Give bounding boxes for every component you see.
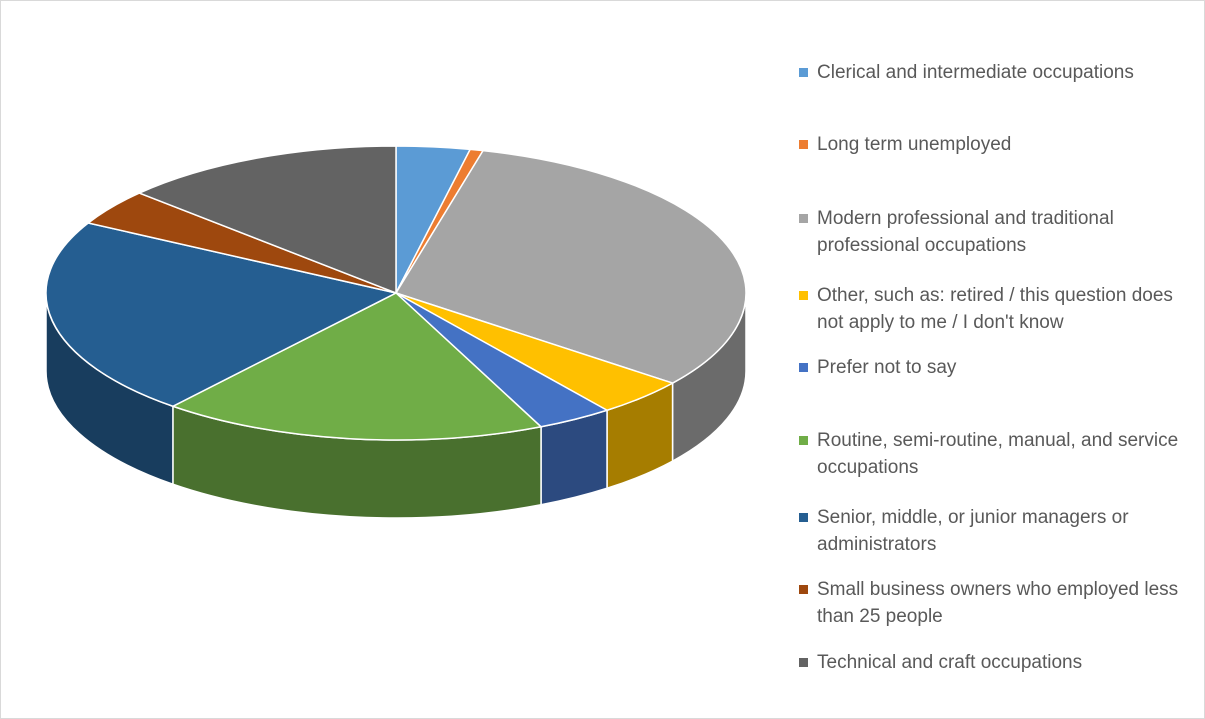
legend-item: Other, such as: retired / this question … — [799, 282, 1189, 336]
legend-swatch — [799, 291, 808, 300]
legend-label: Long term unemployed — [817, 134, 1012, 155]
legend-item: Routine, semi-routine, manual, and servi… — [799, 427, 1189, 481]
legend-label: Technical and craft occupations — [817, 652, 1083, 673]
legend-label: Clerical and intermediate occupations — [817, 62, 1134, 83]
legend-swatch — [799, 436, 808, 445]
legend-swatch — [799, 214, 808, 223]
legend-label: Other, such as: retired / this question … — [817, 285, 1173, 333]
pie-slice — [170, 292, 543, 441]
legend-label: Senior, middle, or junior managers or ad… — [817, 507, 1129, 555]
legend-item: Clerical and intermediate occupations — [799, 59, 1189, 86]
pie-slice — [45, 222, 399, 408]
pie-slice — [394, 149, 747, 384]
legend-swatch — [799, 68, 808, 77]
legend-item: Modern professional and traditional prof… — [799, 205, 1189, 259]
legend-item: Long term unemployed — [799, 131, 1189, 158]
legend-label: Modern professional and traditional prof… — [817, 208, 1114, 256]
legend-item: Small business owners who employed less … — [799, 576, 1189, 630]
pie-slice — [137, 145, 397, 295]
legend-swatch — [799, 658, 808, 667]
legend-label: Small business owners who employed less … — [817, 579, 1179, 627]
legend-swatch — [799, 363, 808, 372]
legend-label: Prefer not to say — [817, 357, 957, 378]
legend-swatch — [799, 513, 808, 522]
legend-item: Technical and craft occupations — [799, 649, 1189, 676]
legend-item: Prefer not to say — [799, 354, 1189, 381]
legend-item: Senior, middle, or junior managers or ad… — [799, 504, 1189, 558]
legend-swatch — [799, 140, 808, 149]
legend-label: Routine, semi-routine, manual, and servi… — [817, 430, 1179, 478]
legend-swatch — [799, 585, 808, 594]
pie-area — [45, 145, 747, 519]
